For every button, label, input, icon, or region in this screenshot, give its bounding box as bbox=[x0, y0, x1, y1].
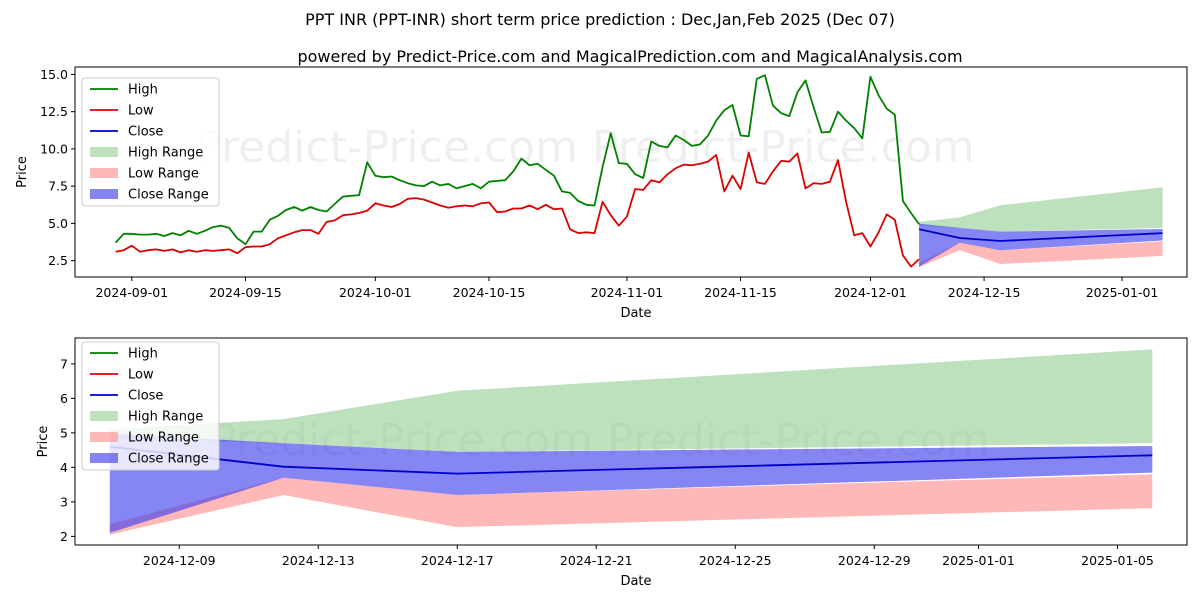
chart-subtitle: powered by Predict-Price.com and Magical… bbox=[297, 47, 962, 66]
x-tick-label: 2024-12-13 bbox=[282, 553, 355, 568]
legend-label: High bbox=[128, 347, 158, 362]
legend: High Low Close High Range Low Range Close Ran… bbox=[81, 77, 220, 207]
x-tick-label: 2024-12-29 bbox=[838, 553, 911, 568]
legend-label: Close bbox=[128, 125, 163, 140]
x-axis-label: Date bbox=[620, 574, 651, 589]
low-line bbox=[115, 151, 920, 268]
legend-label: Low Range bbox=[128, 167, 199, 182]
watermark-top: Predict-Price.com Predict-Price.com bbox=[195, 122, 974, 173]
legend-label: Close Range bbox=[128, 188, 209, 203]
x-tick-label: 2025-01-01 bbox=[942, 553, 1015, 568]
x-axis-label: Date bbox=[620, 306, 651, 321]
x-tick-label: 2024-12-15 bbox=[948, 285, 1021, 300]
x-tick-label: 2024-11-15 bbox=[704, 285, 777, 300]
legend-swatch-close-range bbox=[90, 189, 118, 199]
plot-frame bbox=[74, 66, 1188, 278]
high-range-area bbox=[919, 187, 1163, 232]
close-range-area bbox=[109, 433, 1153, 533]
legend-label: High Range bbox=[128, 410, 203, 425]
y-tick-label: 7 bbox=[60, 356, 68, 371]
x-tick-label: 2024-12-17 bbox=[421, 553, 494, 568]
bottom-panel: 2024-12-09 2024-12-13 2024-12-17 2024-12-21… bbox=[36, 337, 1188, 589]
legend-label: Close Range bbox=[128, 452, 209, 467]
plot-area bbox=[114, 74, 1163, 268]
legend-label: Close bbox=[128, 389, 163, 404]
plot-frame bbox=[74, 337, 1188, 546]
x-tick-label: 2024-12-21 bbox=[560, 553, 633, 568]
y-axis-label: Price bbox=[15, 156, 30, 188]
close-range-area bbox=[919, 223, 1163, 267]
legend-swatch-high-range bbox=[90, 411, 118, 421]
y-tick-label: 10.0 bbox=[40, 141, 68, 156]
y-tick-label: 5.0 bbox=[48, 216, 68, 231]
x-tick-label: 2024-12-01 bbox=[834, 285, 907, 300]
y-tick-label: 12.5 bbox=[40, 104, 68, 119]
x-tick-label: 2024-09-15 bbox=[209, 285, 282, 300]
legend-label: High Range bbox=[128, 146, 203, 161]
y-tick-label: 7.5 bbox=[48, 179, 68, 194]
legend-swatch-close-range bbox=[90, 453, 118, 463]
plot-area bbox=[109, 349, 1153, 535]
x-tick-label: 2024-10-15 bbox=[453, 285, 526, 300]
y-tick-label: 15.0 bbox=[40, 67, 68, 82]
legend: High Low Close High Range Low Range Close Ran… bbox=[81, 341, 220, 471]
legend-label: High bbox=[128, 83, 158, 98]
x-tick-label: 2024-12-09 bbox=[143, 553, 216, 568]
x-tick-label: 2024-11-01 bbox=[591, 285, 664, 300]
legend-swatch-low-range bbox=[90, 168, 118, 178]
top-panel: 2024-09-01 2024-09-15 2024-10-01 2024-10-15… bbox=[15, 66, 1188, 321]
legend-label: Low bbox=[128, 368, 154, 383]
x-tick-label: 2024-09-01 bbox=[95, 285, 168, 300]
legend-label: Low Range bbox=[128, 431, 199, 446]
x-tick-label: 2024-10-01 bbox=[339, 285, 412, 300]
low-range-area bbox=[919, 241, 1163, 268]
y-tick-label: 5 bbox=[60, 425, 68, 440]
x-tick-label: 2025-01-05 bbox=[1081, 553, 1154, 568]
y-tick-label: 6 bbox=[60, 391, 68, 406]
y-tick-label: 2 bbox=[60, 529, 68, 544]
high-line bbox=[114, 74, 920, 246]
y-axis-label: Price bbox=[36, 426, 51, 458]
chart-title: PPT INR (PPT-INR) short term price predi… bbox=[305, 10, 895, 29]
legend-swatch-high-range bbox=[90, 147, 118, 157]
legend-label: Low bbox=[128, 104, 154, 119]
y-tick-label: 4 bbox=[60, 460, 68, 475]
y-tick-label: 3 bbox=[60, 494, 68, 509]
x-tick-label: 2025-01-01 bbox=[1086, 285, 1159, 300]
x-tick-label: 2024-12-25 bbox=[699, 553, 772, 568]
legend-swatch-low-range bbox=[90, 432, 118, 442]
low-range-area bbox=[109, 474, 1153, 535]
close-line bbox=[918, 228, 1163, 242]
y-tick-label: 2.5 bbox=[48, 253, 68, 268]
high-range-area bbox=[109, 349, 1153, 452]
